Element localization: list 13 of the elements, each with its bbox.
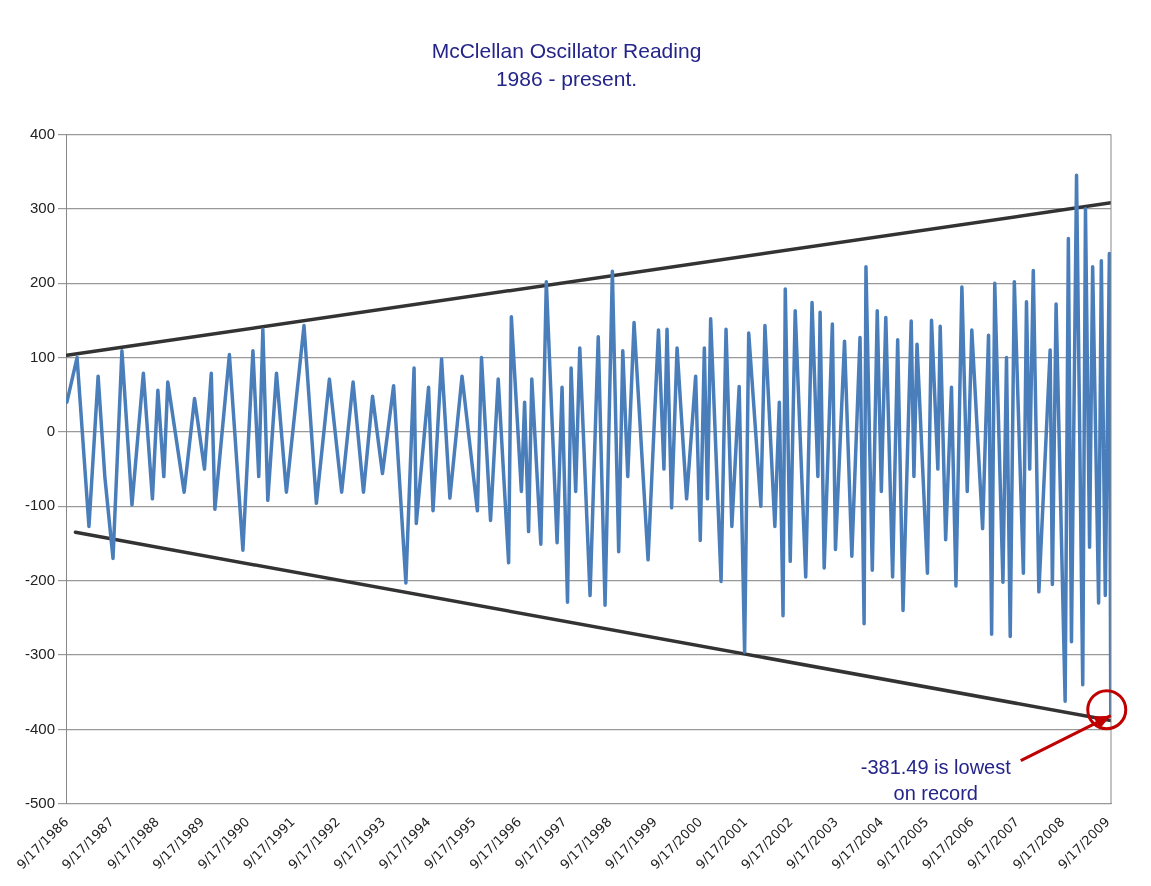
annotation: -381.49 is lowest on record bbox=[860, 756, 1012, 805]
y-tick-label: -200 bbox=[24, 570, 56, 588]
y-tick-label: -400 bbox=[24, 719, 56, 737]
chart-title: McClellan Oscillator Reading bbox=[431, 39, 702, 63]
y-tick-label: 200 bbox=[29, 273, 56, 291]
chart-subtitle: 1986 - present. bbox=[495, 66, 638, 90]
y-tick-label: 400 bbox=[29, 124, 56, 142]
y-tick-label: -100 bbox=[24, 496, 56, 514]
y-tick-label: 300 bbox=[29, 198, 56, 216]
y-tick-label: -500 bbox=[24, 793, 56, 811]
y-tick-label: 100 bbox=[29, 347, 56, 365]
y-tick-label: 0 bbox=[46, 422, 56, 440]
y-tick-label: -300 bbox=[24, 645, 56, 663]
